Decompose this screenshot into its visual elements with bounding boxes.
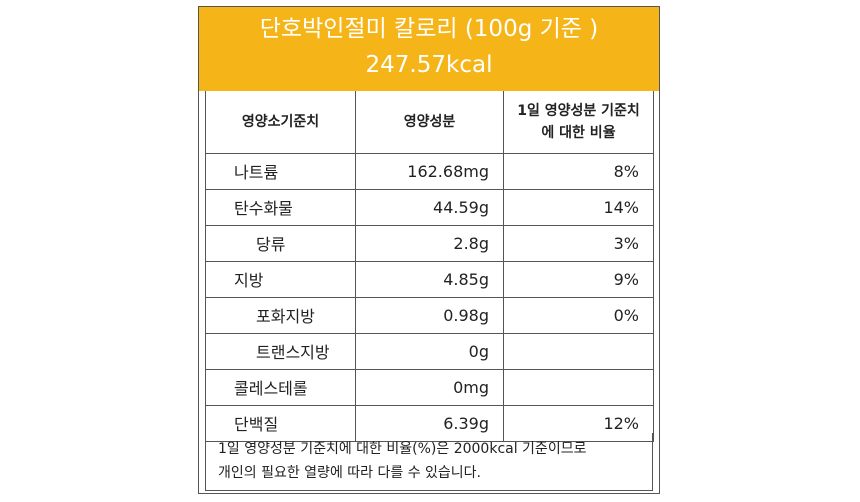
nutrient-name: 포화지방: [205, 296, 356, 334]
table-row: 포화지방 0.98g 0%: [205, 296, 654, 334]
nutrient-amount: 0g: [355, 332, 504, 370]
nutrient-daily-percent: 14%: [503, 188, 654, 226]
table-row: 콜레스테롤 0mg: [205, 368, 654, 406]
nutrition-title: 단호박인절미 칼로리 (100g 기준 ): [259, 16, 599, 42]
column-header-amount: 영양성분: [355, 91, 504, 154]
nutrient-name: 나트륨: [205, 152, 356, 190]
nutrient-amount: 0.98g: [355, 296, 504, 334]
nutrition-header: 단호박인절미 칼로리 (100g 기준 ) 247.57kcal: [199, 7, 659, 91]
nutrition-table: 영양소기준치 영양성분 1일 영양성분 기준치에 대한 비율 나트륨 162.68…: [205, 91, 654, 442]
nutrient-daily-percent: [503, 332, 654, 370]
nutrient-daily-percent: 12%: [503, 404, 654, 442]
nutrient-name: 단백질: [205, 404, 356, 442]
column-header-daily-value: 1일 영양성분 기준치에 대한 비율: [503, 91, 654, 154]
footnote-line-1: 1일 영양성분 기준치에 대한 비율(%)은 2000kcal 기준이므로: [218, 441, 587, 457]
nutrient-daily-percent: 9%: [503, 260, 654, 298]
table-row: 나트륨 162.68mg 8%: [205, 152, 654, 190]
nutrient-amount: 2.8g: [355, 224, 504, 262]
nutrient-name: 트랜스지방: [205, 332, 356, 370]
nutrient-daily-percent: [503, 368, 654, 406]
calorie-total: 247.57kcal: [365, 52, 493, 78]
table-row: 단백질 6.39g 12%: [205, 404, 654, 442]
footnote: 1일 영양성분 기준치에 대한 비율(%)은 2000kcal 기준이므로 개인…: [205, 433, 653, 491]
column-header-nutrient: 영양소기준치: [205, 91, 356, 154]
nutrient-name: 지방: [205, 260, 356, 298]
table-row: 트랜스지방 0g: [205, 332, 654, 370]
nutrient-daily-percent: 3%: [503, 224, 654, 262]
table-row: 지방 4.85g 9%: [205, 260, 654, 298]
nutrient-name: 탄수화물: [205, 188, 356, 226]
table-row: 당류 2.8g 3%: [205, 224, 654, 262]
nutrient-amount: 0mg: [355, 368, 504, 406]
table-header-row: 영양소기준치 영양성분 1일 영양성분 기준치에 대한 비율: [205, 91, 654, 154]
nutrient-amount: 6.39g: [355, 404, 504, 442]
nutrient-amount: 4.85g: [355, 260, 504, 298]
nutrition-card: 단호박인절미 칼로리 (100g 기준 ) 247.57kcal 영양소기준치 …: [198, 6, 660, 494]
nutrient-daily-percent: 8%: [503, 152, 654, 190]
table-row: 탄수화물 44.59g 14%: [205, 188, 654, 226]
nutrient-daily-percent: 0%: [503, 296, 654, 334]
nutrient-name: 콜레스테롤: [205, 368, 356, 406]
footnote-line-2: 개인의 필요한 열량에 따라 다를 수 있습니다.: [218, 465, 481, 481]
nutrient-name: 당류: [205, 224, 356, 262]
nutrient-amount: 162.68mg: [355, 152, 504, 190]
nutrient-amount: 44.59g: [355, 188, 504, 226]
